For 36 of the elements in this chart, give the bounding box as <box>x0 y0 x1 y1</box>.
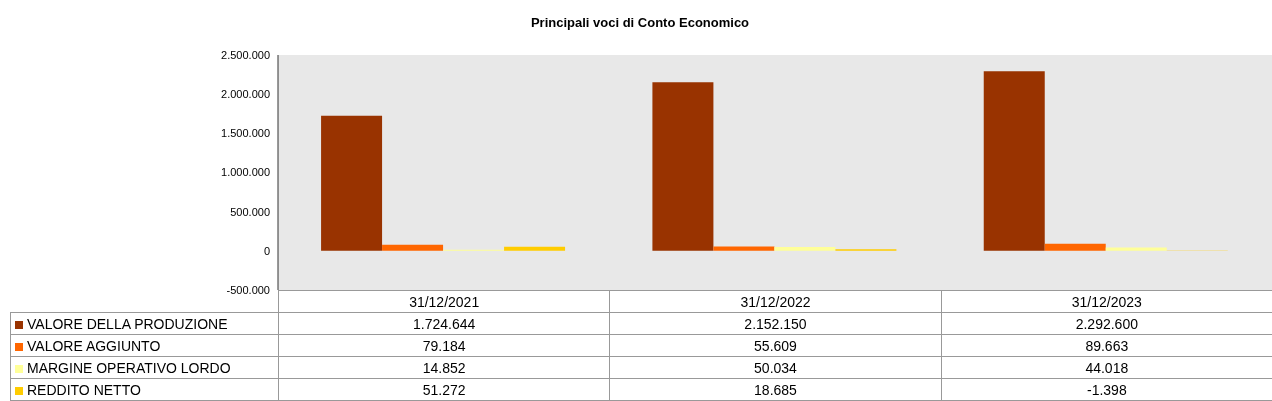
data-label: 2.152.150 <box>609 312 942 335</box>
data-label: 1.724.644 <box>278 312 610 335</box>
bar <box>382 244 444 251</box>
bar <box>774 246 836 251</box>
y-tick-label: 2.500.000 <box>221 48 270 61</box>
data-label: 79.184 <box>278 334 610 357</box>
y-tick-label: 1.000.000 <box>221 166 270 179</box>
bar <box>713 246 775 251</box>
y-tick-label: 2.000.000 <box>221 88 270 101</box>
data-label: 89.663 <box>941 334 1272 357</box>
chart-title: Principali voci di Conto Economico <box>529 14 751 32</box>
x-tick-label: 31/12/2022 <box>609 290 942 313</box>
y-tick-label: 0 <box>263 244 270 257</box>
y-tick-label: 500.000 <box>230 205 270 218</box>
data-label: 50.034 <box>609 356 942 379</box>
bar <box>652 82 714 251</box>
x-tick-label: 31/12/2023 <box>941 290 1272 313</box>
data-label: 55.609 <box>609 334 942 357</box>
legend-label: MARGINE OPERATIVO LORDO <box>10 356 279 379</box>
legend-label: REDDITO NETTO <box>10 378 279 401</box>
bar <box>1044 243 1106 251</box>
x-tick-label: 31/12/2021 <box>278 290 610 313</box>
bar <box>1105 247 1167 251</box>
data-label: 44.018 <box>941 356 1272 379</box>
bar <box>983 71 1045 251</box>
y-tick-label: -500.000 <box>226 283 270 296</box>
data-label: 18.685 <box>609 378 942 401</box>
data-label: 14.852 <box>278 356 610 379</box>
legend-label: VALORE AGGIUNTO <box>10 334 279 357</box>
data-label: 2.292.600 <box>941 312 1272 335</box>
bar <box>504 246 566 251</box>
legend-label: VALORE DELLA PRODUZIONE <box>10 312 279 335</box>
y-tick-label: 1.500.000 <box>221 127 270 140</box>
data-label: -1.398 <box>941 378 1272 401</box>
data-label: 51.272 <box>278 378 610 401</box>
bar <box>321 115 383 251</box>
